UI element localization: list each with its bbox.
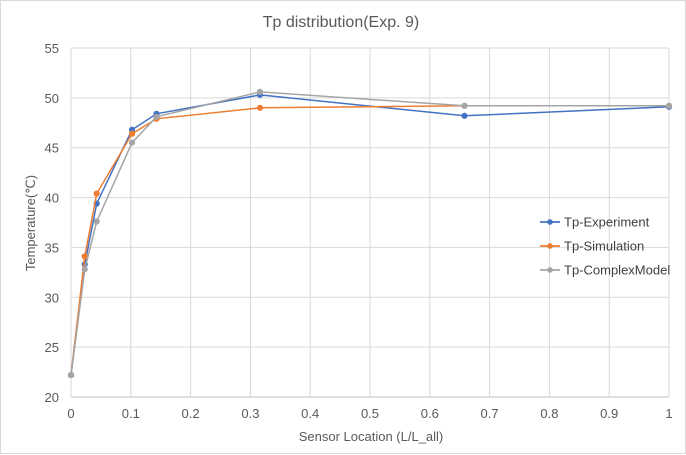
data-point [256, 104, 264, 111]
data-point [665, 102, 673, 109]
x-tick-label: 1 [665, 406, 672, 421]
data-point [128, 139, 136, 146]
data-point [93, 218, 100, 225]
chart-title: Tp distribution(Exp. 9) [263, 14, 420, 31]
x-tick-label: 0.4 [301, 406, 319, 421]
series-lines [67, 88, 673, 379]
series-tp-complexmodel [67, 88, 673, 379]
series-line [70, 105, 669, 376]
data-point [461, 112, 468, 119]
x-tick-label: 0.9 [600, 406, 618, 421]
data-point [67, 371, 75, 379]
x-tick-label: 0.5 [361, 406, 379, 421]
gridlines [70, 47, 670, 398]
x-tick-label: 0 [67, 406, 74, 421]
y-tick-label: 45 [45, 141, 59, 156]
data-point [153, 113, 160, 120]
legend-marker [547, 243, 553, 249]
legend-label: Tp-ComplexModel [564, 263, 670, 278]
data-point [461, 102, 468, 109]
legend: Tp-Experiment Tp-Simulation Tp-ComplexMode… [540, 215, 670, 278]
data-point [128, 130, 136, 137]
x-tick-label: 0.1 [122, 406, 140, 421]
x-tick-label: 0.2 [182, 406, 200, 421]
legend-marker [547, 267, 553, 273]
y-tick-label: 35 [45, 240, 59, 255]
axes: 20 25 30 35 40 45 50 55 0 0.1 0.2 0.3 0.4 0.5 0.6 0.7 0.… [45, 41, 673, 421]
legend-marker [547, 219, 553, 225]
y-tick-label: 50 [45, 91, 59, 106]
y-tick-label: 30 [45, 290, 59, 305]
legend-item: Tp-Simulation [540, 239, 644, 254]
x-tick-label: 0.3 [241, 406, 259, 421]
y-tick-label: 55 [45, 41, 59, 56]
x-tick-label: 0.8 [540, 406, 558, 421]
x-tick-label: 0.6 [421, 406, 439, 421]
y-tick-label: 25 [45, 340, 59, 355]
data-point [93, 190, 100, 197]
y-axis-title: Temperature(℃) [23, 175, 38, 271]
data-point [81, 253, 88, 260]
x-tick-label: 0.7 [481, 406, 499, 421]
data-point [256, 88, 264, 95]
legend-label: Tp-Experiment [564, 215, 650, 230]
data-point [81, 266, 88, 273]
legend-item: Tp-ComplexModel [540, 263, 670, 278]
legend-item: Tp-Experiment [540, 215, 650, 230]
legend-label: Tp-Simulation [564, 239, 644, 254]
y-tick-label: 20 [45, 390, 59, 405]
series-line [70, 91, 669, 376]
x-axis-title: Sensor Location (L/L_all) [299, 429, 444, 444]
y-tick-label: 40 [45, 191, 59, 206]
